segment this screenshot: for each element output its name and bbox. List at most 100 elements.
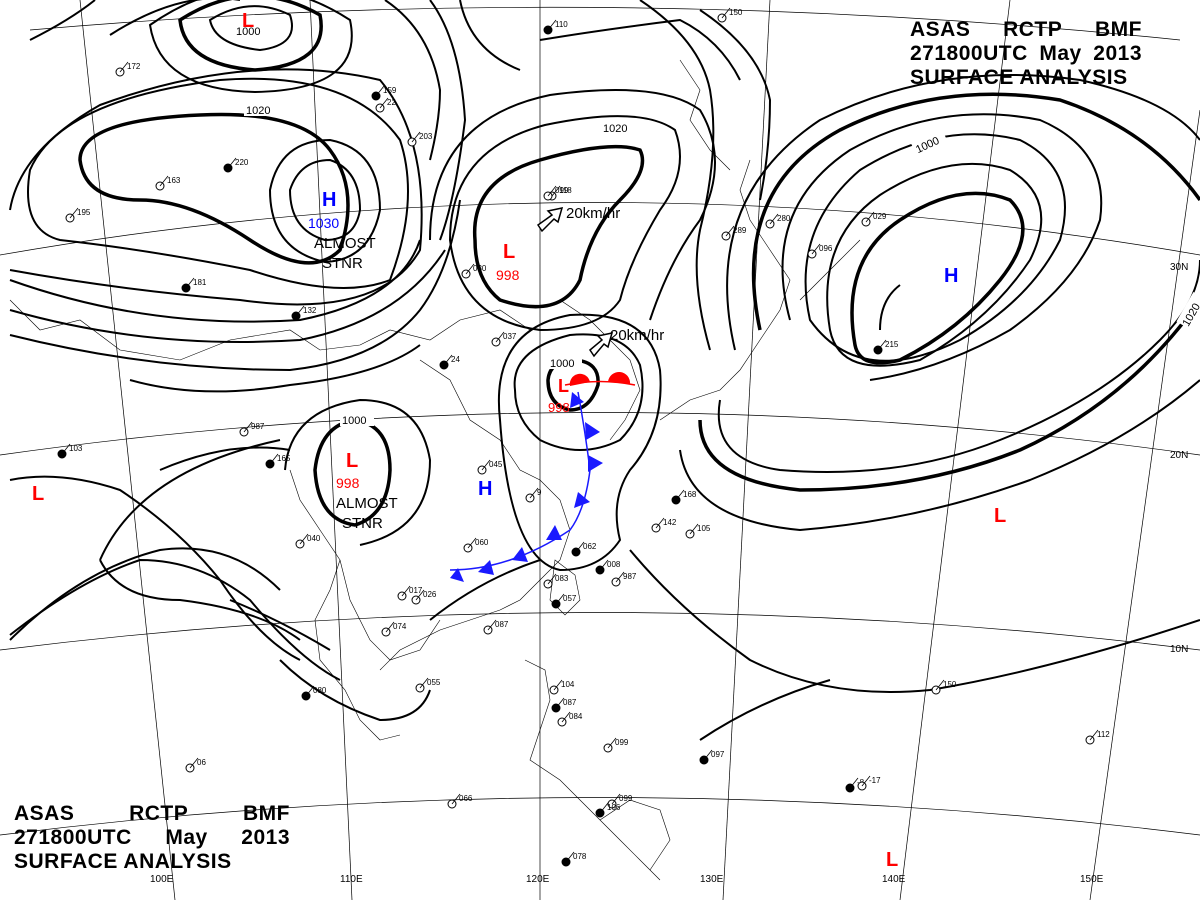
- wind-barb: [547, 573, 557, 585]
- wind-barb: [565, 851, 575, 863]
- wind-barb: [305, 685, 315, 697]
- station-value: 099: [555, 186, 569, 195]
- isobar-label: 1020: [246, 105, 270, 117]
- lon-label: 140E: [882, 874, 906, 885]
- lat-label: 10N: [1170, 644, 1188, 655]
- title-year: 2013: [1093, 42, 1142, 65]
- station-value: 062: [583, 542, 597, 551]
- station-value: 104: [561, 680, 575, 689]
- station-value: 172: [127, 62, 141, 71]
- station-value: 181: [193, 278, 207, 287]
- lon-label: 130E: [700, 874, 724, 885]
- wind-barb: [443, 354, 453, 366]
- title-station: RCTP: [129, 802, 189, 825]
- station-value: 118: [559, 186, 572, 195]
- almost-stnr-label-2a: ALMOST: [336, 495, 398, 512]
- station-plots: 110 150 172 159 22 203 220 163 195 181 030 037 24 045…: [57, 7, 1110, 867]
- wind-barb: [849, 777, 859, 789]
- wind-barb: [675, 489, 685, 501]
- wind-barb: [467, 537, 477, 549]
- coastlines: [9, 59, 861, 881]
- wind-barb: [529, 487, 539, 499]
- wind-barb: [415, 589, 425, 601]
- wind-barb: [607, 737, 617, 749]
- station-value: 165: [277, 454, 291, 463]
- station-value: 203: [419, 132, 433, 141]
- almost-stnr-label-1b: STNR: [322, 255, 363, 272]
- station-value: 22: [387, 98, 396, 107]
- wind-barb: [1089, 729, 1099, 741]
- station-value: 057: [563, 594, 577, 603]
- lon-label: 110E: [340, 874, 363, 885]
- low-center-south: L: [886, 849, 898, 871]
- motion-arrows: [536, 207, 614, 358]
- wind-barb: [547, 19, 557, 31]
- wind-barb: [551, 185, 561, 197]
- station-value: 280: [777, 214, 791, 223]
- wind-barb: [935, 679, 945, 691]
- low-center-central: L: [503, 241, 515, 263]
- wind-barb: [119, 61, 129, 73]
- wind-barb: [555, 593, 565, 605]
- wind-barb: [615, 571, 625, 583]
- high-center-west: H: [322, 189, 336, 211]
- low-center-far-west: L: [32, 483, 44, 505]
- wind-barb: [411, 131, 421, 143]
- wind-barb: [61, 443, 71, 455]
- station-value: 096: [819, 244, 833, 253]
- high-center-east: H: [944, 265, 958, 287]
- speed-label-2: 20km/hr: [610, 327, 664, 344]
- title-station: RCTP: [1003, 18, 1063, 41]
- station-value: 087: [495, 620, 509, 629]
- wind-barb: [401, 585, 411, 597]
- low-center-nw: L: [242, 10, 254, 32]
- station-value: 017: [409, 586, 423, 595]
- title-time: 271800UTC: [910, 42, 1028, 65]
- wind-barb: [465, 263, 475, 275]
- wind-barb: [227, 157, 237, 169]
- lon-label: 100E: [150, 874, 174, 885]
- station-value: 150: [943, 680, 957, 689]
- title-year: 2013: [241, 826, 290, 849]
- title-block-bottom: ASAS RCTP BMF 271800UTC May 2013 SURFACE…: [14, 802, 290, 874]
- title-source: BMF: [1095, 18, 1142, 41]
- wind-barb: [487, 619, 497, 631]
- station-value: 150: [729, 8, 743, 17]
- title-region: ASAS: [14, 802, 75, 825]
- grid-labels: 100E 110E 120E 130E 140E 150E 30N 20N 10…: [150, 262, 1188, 885]
- low-center-sw-value: 998: [336, 475, 360, 491]
- station-value: 132: [303, 306, 317, 315]
- title-month: May: [1039, 42, 1082, 65]
- cold-front-line: [449, 391, 591, 571]
- wind-barb: [877, 339, 887, 351]
- warm-front-bumps: [569, 371, 631, 386]
- station-value: 099: [619, 794, 633, 803]
- wind-barb: [555, 697, 565, 709]
- station-value: 103: [69, 444, 83, 453]
- wind-barb: [655, 517, 665, 529]
- motion-arrow-2: [589, 332, 614, 358]
- almost-stnr-label-1a: ALMOST: [314, 235, 376, 252]
- station-value: 040: [307, 534, 321, 543]
- wind-barb: [721, 7, 731, 19]
- station-value: 163: [167, 176, 181, 185]
- pressure-centers: L H 1030 L 998 L 998 L 998 H H L L L: [32, 10, 1006, 871]
- high-center-west-value: 1030: [308, 215, 339, 231]
- title-product: SURFACE ANALYSIS: [910, 66, 1128, 89]
- wind-barb: [703, 749, 713, 761]
- station-value: 030: [473, 264, 487, 273]
- lat-label: 20N: [1170, 450, 1188, 461]
- station-value: 029: [873, 212, 887, 221]
- station-value: 099: [615, 738, 629, 747]
- low-center-small: L: [558, 376, 569, 396]
- station-value: 105: [697, 524, 711, 533]
- station-value: 24: [451, 355, 460, 364]
- low-center-east: L: [994, 505, 1006, 527]
- isobar-label: 1000: [550, 358, 574, 370]
- station-value: 083: [555, 574, 569, 583]
- wind-barb: [451, 793, 461, 805]
- wind-barb: [243, 421, 253, 433]
- title-month: May: [165, 826, 208, 849]
